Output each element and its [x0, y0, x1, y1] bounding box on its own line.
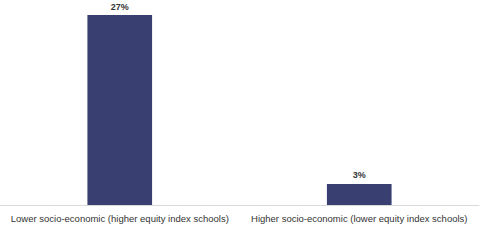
svg-text:27%: 27% — [111, 2, 129, 12]
svg-text:Lower socio-economic (higher e: Lower socio-economic (higher equity inde… — [11, 213, 229, 224]
svg-text:Higher socio-economic (lower e: Higher socio-economic (lower equity inde… — [251, 213, 467, 224]
svg-text:3%: 3% — [353, 170, 366, 180]
